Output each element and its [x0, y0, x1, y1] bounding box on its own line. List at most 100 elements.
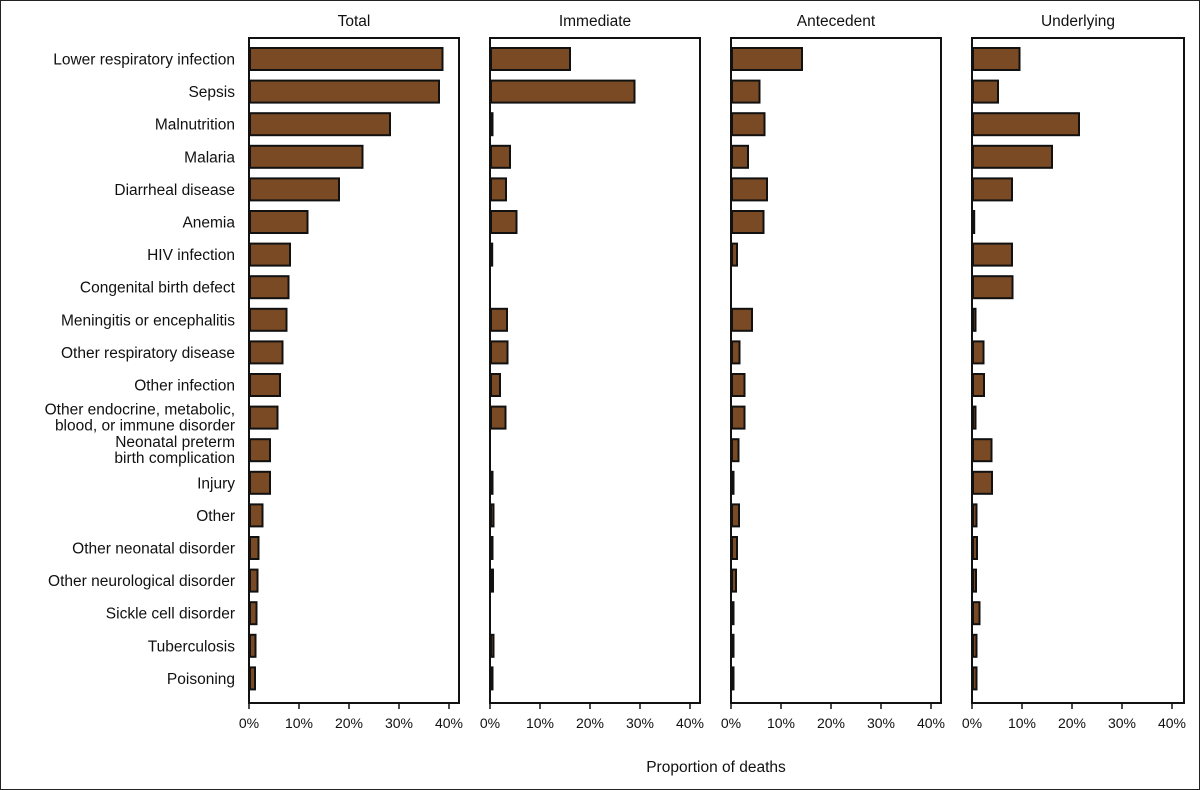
category-label-line: birth complication: [114, 450, 235, 467]
bar: [972, 144, 1053, 169]
panel-title: Underlying: [1041, 13, 1115, 30]
bar: [972, 47, 1021, 71]
bar: [731, 112, 766, 137]
bar: [490, 666, 494, 691]
x-tick-label: 30%: [626, 715, 654, 731]
bar: [490, 340, 509, 365]
bar: [490, 633, 495, 658]
x-tick-label: 30%: [385, 715, 413, 731]
x-tick-label: 0%: [239, 715, 259, 731]
bar: [972, 536, 978, 560]
bar: [249, 177, 340, 202]
bar: [490, 47, 571, 71]
x-tick-label: 30%: [867, 715, 895, 731]
category-label: Sepsis: [188, 84, 235, 101]
bar: [972, 307, 977, 332]
panel-frame: [730, 37, 942, 704]
bar: [249, 405, 279, 430]
bar: [731, 210, 765, 234]
category-label: Congenital birth defect: [80, 280, 236, 297]
x-tick-label: 20%: [576, 715, 604, 731]
x-tick-label: 10%: [526, 715, 554, 731]
bar: [249, 568, 259, 593]
category-label: Injury: [197, 475, 235, 492]
category-label: Other respiratory disease: [61, 345, 235, 362]
bar: [249, 633, 257, 658]
panel-frame: [971, 37, 1185, 704]
bar: [249, 601, 258, 626]
bar: [731, 568, 737, 593]
panel-title: Immediate: [559, 13, 631, 30]
bar: [490, 79, 636, 104]
bar: [972, 177, 1013, 202]
bar: [249, 340, 284, 365]
category-label: Meningitis or encephalitis: [61, 312, 235, 329]
bar: [731, 666, 735, 691]
bar: [249, 307, 288, 332]
bar: [731, 340, 741, 365]
category-label: Poisoning: [167, 671, 235, 688]
x-tick-label: 30%: [1108, 715, 1136, 731]
bar: [490, 503, 495, 528]
bar: [490, 177, 507, 202]
bar: [249, 275, 290, 300]
category-label: Other: [196, 508, 235, 525]
bar: [731, 144, 749, 169]
bar: [731, 633, 735, 658]
bar: [731, 307, 753, 332]
bar: [731, 405, 746, 430]
bar: [249, 536, 260, 560]
bar: [972, 568, 977, 593]
bar: [731, 242, 738, 267]
bar: [249, 112, 391, 137]
category-label-line: blood, or immune disorder: [55, 418, 235, 435]
bar: [731, 536, 738, 560]
bar: [490, 405, 507, 430]
category-label-line: Other endocrine, metabolic,: [45, 402, 235, 419]
bar: [972, 112, 1080, 137]
category-label: Tuberculosis: [148, 638, 236, 655]
panel-title: Total: [338, 13, 371, 30]
category-label: Malaria: [184, 149, 235, 166]
bar: [249, 144, 364, 169]
x-tick-label: 40%: [1158, 715, 1186, 731]
bar: [249, 503, 264, 528]
category-label: Anemia: [182, 215, 235, 232]
category-label: Other neurological disorder: [48, 573, 235, 590]
bar: [972, 242, 1013, 267]
bar: [731, 470, 735, 495]
bar: [490, 373, 501, 397]
bar: [731, 438, 740, 463]
x-tick-label: 0%: [721, 715, 741, 731]
bar: [731, 601, 735, 626]
bar: [972, 470, 993, 495]
x-tick-label: 20%: [335, 715, 363, 731]
bar: [972, 405, 977, 430]
bar: [490, 112, 494, 137]
bar: [490, 210, 518, 234]
x-tick-label: 20%: [1058, 715, 1086, 731]
category-label-line: Neonatal preterm: [115, 434, 235, 451]
x-tick-label: 40%: [435, 715, 463, 731]
x-tick-label: 10%: [1008, 715, 1036, 731]
bar: [249, 438, 271, 463]
bar: [490, 568, 494, 593]
x-tick-label: 10%: [285, 715, 313, 731]
bar: [249, 210, 309, 234]
bar: [249, 373, 281, 397]
bar: [490, 144, 511, 169]
bar: [972, 666, 978, 691]
panel-frame: [489, 37, 701, 704]
panel-title: Antecedent: [797, 13, 876, 30]
bar: [490, 470, 494, 495]
bar: [731, 177, 768, 202]
bar: [490, 307, 508, 332]
category-label: Diarrheal disease: [114, 182, 235, 199]
bar: [972, 210, 976, 234]
x-tick-label: 40%: [676, 715, 704, 731]
bar: [972, 79, 999, 104]
bar: [731, 79, 761, 104]
bar: [731, 47, 803, 71]
x-axis-label: Proportion of deaths: [646, 759, 786, 776]
